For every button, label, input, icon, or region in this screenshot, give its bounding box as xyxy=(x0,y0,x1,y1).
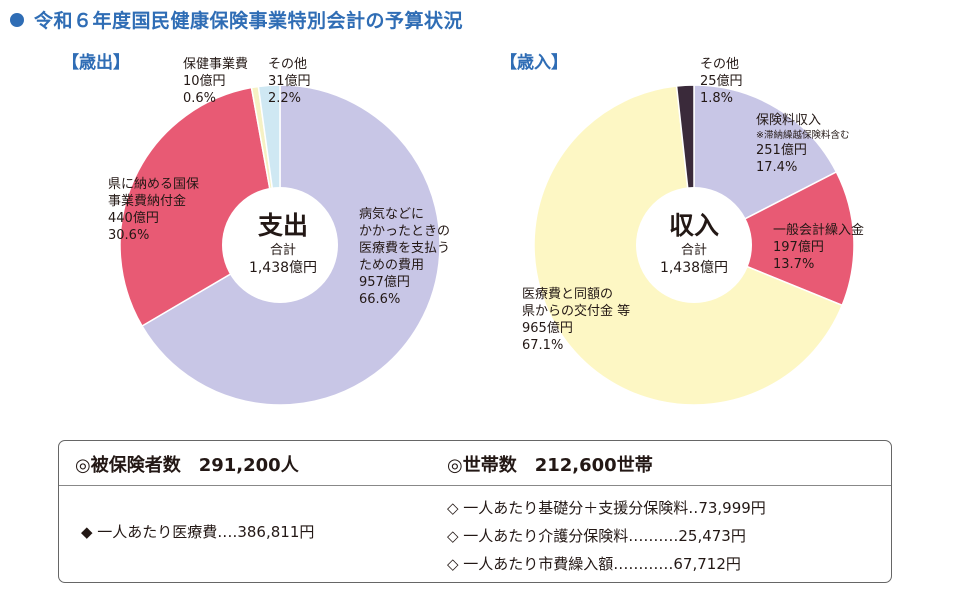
label-medical-expense: 病気などに かかったときの 医療費を支払う ための費用 957億円 66.6% xyxy=(359,207,451,307)
revenue-center-amount: 1,438億円 xyxy=(659,260,729,276)
revenue-section-label: 【歳入】 xyxy=(500,53,568,73)
label-prefecture-grant: 医療費と同額の 県からの交付金 等 965億円 67.1% xyxy=(522,287,631,353)
label-expenditure-other: その他 31億円 2.2% xyxy=(268,57,311,106)
label-revenue-other: その他 25億円 1.8% xyxy=(700,57,743,106)
summary-box: ◎被保険者数 291,200人 ◎世帯数 212,600世帯 ◆ 一人あたり医療… xyxy=(58,440,892,583)
label-health-program: 保健事業費 10億円 0.6% xyxy=(183,57,249,106)
expenditure-center: 支出 合計 1,438億円 xyxy=(223,210,343,278)
page-title: 令和６年度国民健康保険事業特別会計の予算状況 xyxy=(34,10,464,32)
revenue-center-title: 収入 xyxy=(668,211,719,240)
per-capita-city-transfer: ◇ 一人あたり市費繰入額‥‥‥‥‥‥67,712円 xyxy=(447,555,741,573)
expenditure-center-sub: 合計 xyxy=(269,243,296,258)
summary-divider xyxy=(59,485,891,486)
label-premium-revenue: 保険料収入 ※滞納繰越保険料含む 251億円 17.4% xyxy=(756,113,850,175)
household-count: ◎世帯数 212,600世帯 xyxy=(447,455,653,476)
per-capita-care-premium: ◇ 一人あたり介護分保険料‥‥‥‥‥25,473円 xyxy=(447,527,746,545)
revenue-center-sub: 合計 xyxy=(680,243,707,258)
expenditure-center-title: 支出 xyxy=(257,211,308,240)
revenue-center: 収入 合計 1,438億円 xyxy=(634,210,754,278)
heading-bullet-icon xyxy=(10,12,24,27)
pie-charts xyxy=(119,84,855,406)
page-heading: 令和６年度国民健康保険事業特別会計の予算状況 xyxy=(10,6,463,33)
expenditure-center-amount: 1,438億円 xyxy=(248,260,318,276)
label-general-account-transfer: 一般会計繰入金 197億円 13.7% xyxy=(773,223,865,272)
insured-count: ◎被保険者数 291,200人 xyxy=(75,455,299,476)
per-capita-medical-cost: ◆ 一人あたり医療費‥‥386,811円 xyxy=(81,523,315,541)
per-capita-basic-premium: ◇ 一人あたり基礎分＋支援分保険料‥73,999円 xyxy=(447,499,766,517)
label-prefecture-payment: 県に納める国保 事業費納付金 440億円 30.6% xyxy=(108,177,200,243)
expenditure-section-label: 【歳出】 xyxy=(62,53,130,73)
revenue-center-hole xyxy=(636,187,752,303)
revenue-slice-general xyxy=(692,170,855,307)
expenditure-center-hole xyxy=(222,187,338,303)
